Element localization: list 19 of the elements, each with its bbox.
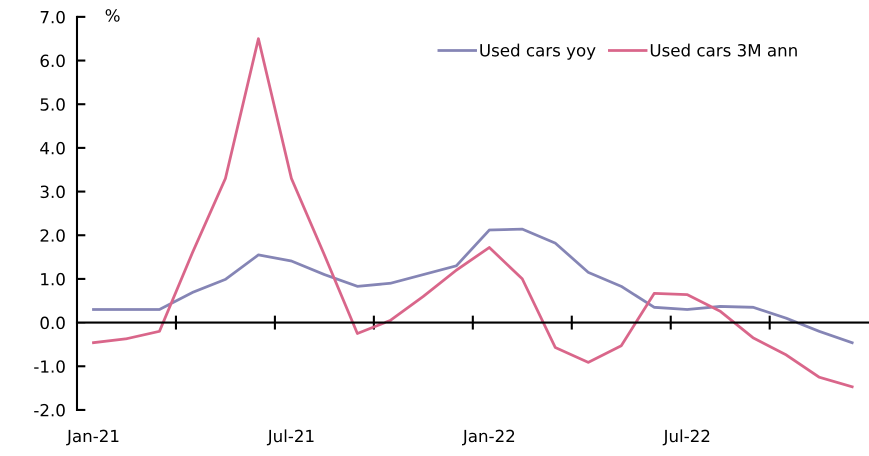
x-tick-label: Jul-22 [662, 429, 710, 446]
legend-label: Used cars yoy [480, 44, 596, 60]
y-tick-label: 2.0 [40, 229, 65, 242]
line-series [92, 228, 854, 344]
y-tick-label: 5.0 [40, 98, 65, 111]
y-tick-label: -2.0 [34, 404, 65, 417]
y-tick-label: 0.0 [40, 316, 65, 330]
y-axis-title: % [106, 9, 120, 22]
y-tick-label: 4.0 [40, 142, 65, 154]
x-tick-label: Jan-22 [462, 430, 514, 446]
y-tick-label: 6.0 [40, 54, 65, 68]
legend-label: Used cars 3M ann [650, 44, 797, 57]
y-tick-label: 7.0 [40, 10, 65, 24]
y-tick-label: -1.0 [34, 360, 65, 373]
x-tick-label: Jul-21 [266, 429, 314, 446]
line-series [92, 37, 854, 388]
x-tick-label: Jan-21 [66, 430, 118, 446]
y-tick-label: 1.0 [41, 272, 65, 286]
y-tick-label: 3.0 [40, 186, 65, 198]
